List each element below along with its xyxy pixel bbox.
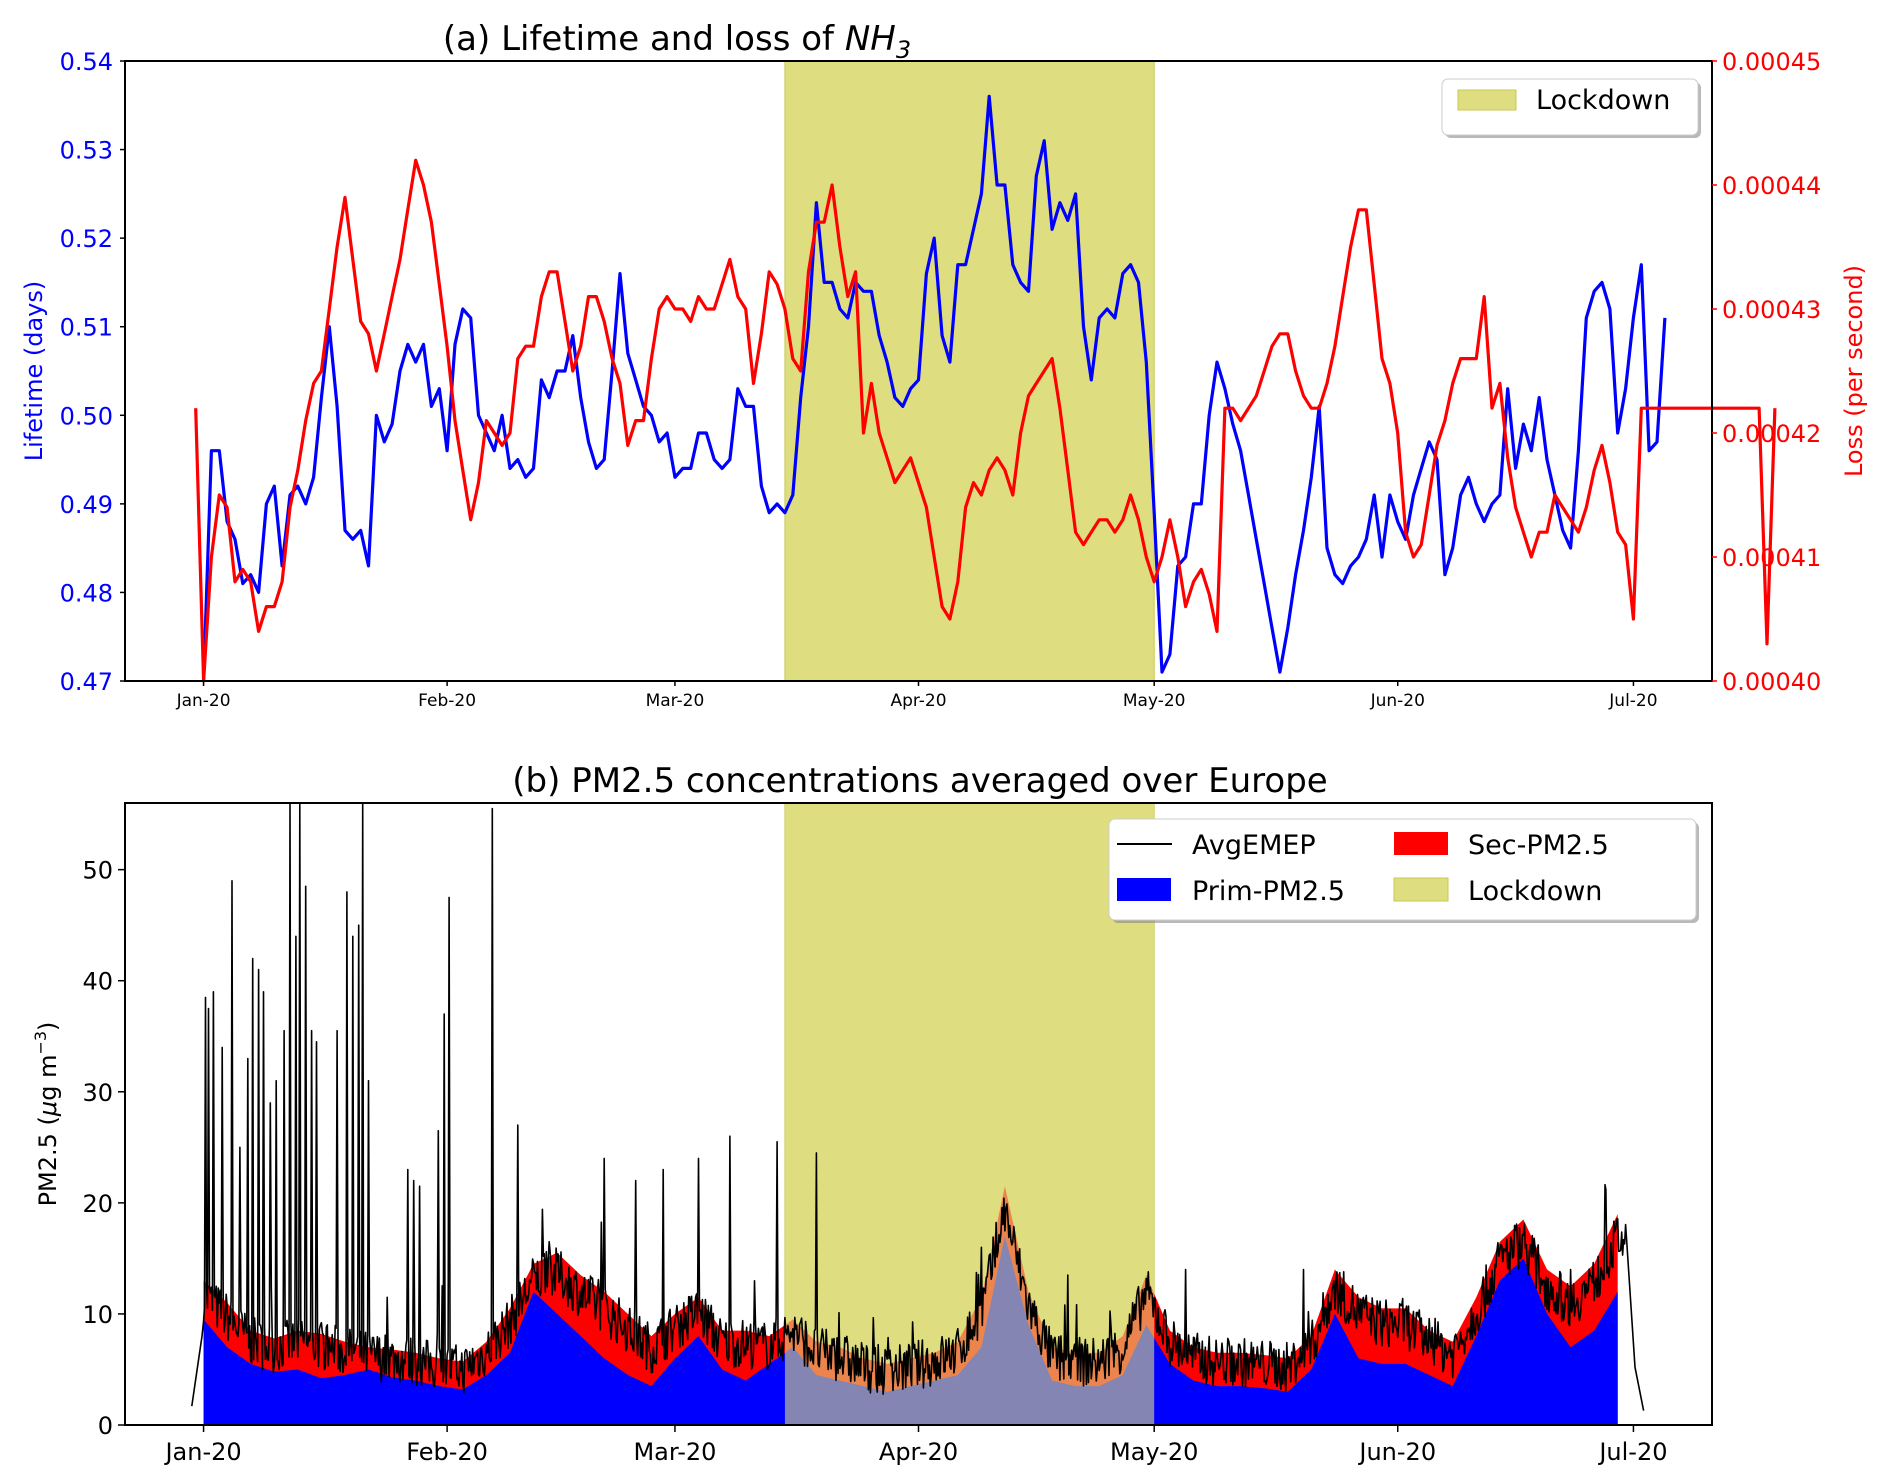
x-tick-label: Feb-20 xyxy=(406,1438,488,1466)
y-tick-label: 0.52 xyxy=(60,225,113,253)
y-tick-label: 0.50 xyxy=(60,402,113,430)
y-tick-label: 30 xyxy=(82,1079,113,1107)
legend-label-lockdown: Lockdown xyxy=(1536,85,1670,116)
y-tick-label: 50 xyxy=(82,857,113,885)
y-tick-label: 0.00042 xyxy=(1722,420,1821,448)
x-tick-label: May-20 xyxy=(1110,1438,1198,1466)
x-axis: Jan-20 Feb-20 Mar-20 Apr-20 May-20 Jun-20 Jul-… xyxy=(176,681,1658,711)
series-group xyxy=(194,94,1777,683)
y-axis-left: 0.47 0.48 0.49 0.50 0.51 0.52 0.53 0.54 xyxy=(60,48,125,696)
legend-swatch-lockdown xyxy=(1457,89,1517,111)
y-tick-label: 0.00040 xyxy=(1722,668,1821,696)
prim-pm25-area xyxy=(203,1236,1618,1425)
y-tick-label: 0.48 xyxy=(60,579,113,607)
y-axis-right: 0.00040 0.00041 0.00042 0.00043 0.00044 0.000… xyxy=(1712,48,1821,696)
legend-label-avgemep: AvgEMEP xyxy=(1192,830,1316,861)
legend-swatch-sec xyxy=(1394,832,1448,855)
legend: AvgEMEP Sec-PM2.5 Prim-PM2.5 Lockdown xyxy=(1108,818,1699,923)
y-tick-label: 20 xyxy=(82,1190,113,1218)
x-tick-label: Jan-20 xyxy=(163,1438,241,1466)
legend-swatch-prim xyxy=(1117,878,1171,901)
panel-a-title: (a) Lifetime and loss of NH3 xyxy=(443,19,911,64)
x-tick-label: Feb-20 xyxy=(418,691,476,711)
legend-label-lockdown: Lockdown xyxy=(1468,876,1602,907)
y-axis: 0 10 20 30 40 50 xyxy=(82,857,125,1440)
panel-b-title: (b) PM2.5 concentrations averaged over E… xyxy=(512,761,1327,801)
x-tick-label: Jan-20 xyxy=(176,691,231,711)
lifetime-line xyxy=(202,94,1667,682)
y-axis-right-label: Loss (per second) xyxy=(1840,265,1868,477)
x-tick-label: Jul-20 xyxy=(1597,1438,1667,1466)
x-tick-label: Mar-20 xyxy=(646,691,705,711)
y-tick-label: 0.00041 xyxy=(1722,544,1821,572)
series-group xyxy=(191,802,1645,1425)
loss-line xyxy=(194,158,1777,683)
y-tick-label: 0.53 xyxy=(60,137,113,165)
y-tick-label: 0.51 xyxy=(60,314,113,342)
x-tick-label: Apr-20 xyxy=(879,1438,958,1466)
legend-label-sec: Sec-PM2.5 xyxy=(1468,830,1609,861)
y-tick-label: 0.00044 xyxy=(1722,172,1821,200)
avgemep-line xyxy=(191,802,1645,1411)
legend: Lockdown xyxy=(1441,78,1701,138)
y-tick-label: 0.00043 xyxy=(1722,296,1821,324)
y-tick-label: 40 xyxy=(82,968,113,996)
y-tick-label: 0.54 xyxy=(60,48,113,76)
y-tick-label: 0.00045 xyxy=(1722,48,1821,76)
legend-label-prim: Prim-PM2.5 xyxy=(1192,876,1345,907)
y-tick-label: 0 xyxy=(98,1412,113,1440)
y-tick-label: 0.49 xyxy=(60,491,113,519)
x-tick-label: Mar-20 xyxy=(633,1438,716,1466)
lockdown-span xyxy=(784,60,1155,682)
y-tick-label: 0.47 xyxy=(60,668,113,696)
x-tick-label: Jul-20 xyxy=(1608,691,1657,711)
y-axis-label: PM2.5 (μg m−3) xyxy=(31,1022,62,1207)
x-axis: Jan-20 Feb-20 Mar-20 Apr-20 May-20 Jun-20 Jul-… xyxy=(163,1425,1668,1466)
x-tick-label: Apr-20 xyxy=(890,691,946,711)
x-tick-label: Jun-20 xyxy=(1357,1438,1436,1466)
panel-a: (a) Lifetime and loss of NH3 Jan-20 Feb-2… xyxy=(20,19,1868,711)
panel-b: (b) PM2.5 concentrations averaged over E… xyxy=(31,761,1713,1466)
x-tick-label: May-20 xyxy=(1123,691,1186,711)
y-axis-left-label: Lifetime (days) xyxy=(20,281,48,461)
y-tick-label: 10 xyxy=(82,1301,113,1329)
x-tick-label: Jun-20 xyxy=(1370,691,1425,711)
legend-swatch-lockdown xyxy=(1393,877,1449,902)
